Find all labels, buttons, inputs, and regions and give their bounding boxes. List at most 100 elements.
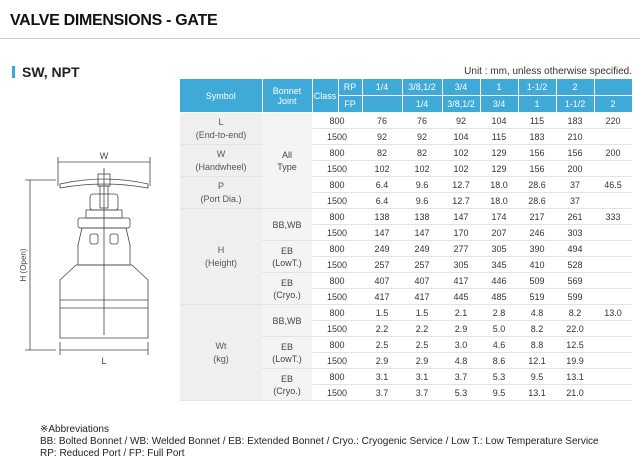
abbreviations-line-1: BB: Bolted Bonnet / WB: Welded Bonnet / … (40, 436, 599, 447)
abbreviations-line-2: RP: Reduced Port / FP: Full Port (40, 448, 185, 459)
value-cell: 76 (402, 112, 442, 129)
value-cell: 257 (402, 256, 442, 273)
symbol-label: P (217, 180, 224, 191)
bonnet-joint-cell: EB (LowT.) (262, 336, 312, 369)
value-cell: 305 (480, 240, 518, 257)
value-cell: 2.9 (362, 352, 402, 369)
value-cell: 138 (362, 208, 402, 225)
class-cell: 1500 (312, 192, 362, 209)
value-cell (594, 160, 632, 177)
symbol-cell: Wt (kg) (180, 304, 262, 401)
value-cell (594, 368, 632, 385)
value-cell: 147 (402, 224, 442, 241)
class-cell: 1500 (312, 384, 362, 401)
table-row: L (End-to-end) All Type 800 76 76 92 104 115 183 22… (180, 112, 632, 209)
value-cell: 92 (362, 128, 402, 145)
value-cell: 138 (402, 208, 442, 225)
value-cell: 102 (362, 160, 402, 177)
value-cell: 9.5 (480, 384, 518, 401)
fp-size-header: 3/4 (480, 95, 519, 113)
value-cell: 5.3 (480, 368, 518, 385)
bonnet-joint-label: BB,WB (272, 219, 302, 230)
w-dimension-label: W (100, 151, 109, 161)
gate-valve-drawing: W L H (Open) (19, 151, 151, 366)
class-cell: 800 (312, 272, 362, 289)
class-header: Class (312, 79, 339, 113)
symbol-cell: H (Height) (180, 208, 262, 305)
table-row: EB (Cryo.) 800 3.1 3.1 3.7 5.3 9.5 13.1 (180, 368, 632, 401)
value-cell: 156 (518, 160, 556, 177)
bonnet-joint-cell: EB (LowT.) (262, 240, 312, 273)
value-cell (594, 224, 632, 241)
value-cell: 261 (556, 208, 594, 225)
symbol-label: H (217, 244, 225, 255)
value-cell: 21.0 (556, 384, 594, 401)
value-cell: 156 (518, 144, 556, 161)
class-cell: 800 (312, 176, 362, 193)
class-cell: 1500 (312, 288, 362, 305)
rp-size-header: 2 (556, 79, 595, 96)
bonnet-joint-label: (Cryo.) (273, 385, 301, 396)
value-cell (594, 336, 632, 353)
value-cell: 12.7 (442, 192, 480, 209)
value-cell: 115 (480, 128, 518, 145)
rp-size-header: 3/4 (442, 79, 481, 96)
table-row: EB (Cryo.) 800 407 407 417 446 509 569 (180, 272, 632, 305)
value-cell: 18.0 (480, 176, 518, 193)
value-cell: 200 (594, 144, 632, 161)
symbol-sublabel: (End-to-end) (195, 129, 247, 140)
value-cell: 217 (518, 208, 556, 225)
value-cell: 5.3 (442, 384, 480, 401)
class-cell: 800 (312, 304, 362, 321)
value-cell: 174 (480, 208, 518, 225)
value-cell: 220 (594, 112, 632, 129)
bonnet-joint-cell: EB (Cryo.) (262, 368, 312, 401)
value-cell (594, 240, 632, 257)
class-cell: 800 (312, 208, 362, 225)
table-row: EB (LowT.) 800 249 249 277 305 390 494 (180, 240, 632, 273)
value-cell: 6.4 (362, 192, 402, 209)
section-accent-bar (12, 66, 15, 78)
fp-size-header: 1/4 (402, 95, 443, 113)
page-title: VALVE DIMENSIONS - GATE (10, 12, 218, 29)
bonnet-joint-label: EB (280, 277, 293, 288)
value-cell: 6.4 (362, 176, 402, 193)
value-cell: 494 (556, 240, 594, 257)
value-cell: 599 (556, 288, 594, 305)
class-cell: 800 (312, 112, 362, 129)
value-cell: 183 (518, 128, 556, 145)
bonnet-joint-label: Type (277, 161, 297, 172)
bonnet-joint-cell: EB (Cryo.) (262, 272, 312, 305)
value-cell: 147 (362, 224, 402, 241)
fp-size-header: 1 (518, 95, 557, 113)
value-cell: 9.6 (402, 176, 442, 193)
bonnet-joint-header: Bonnet Joint (262, 79, 313, 113)
value-cell: 485 (480, 288, 518, 305)
value-cell (594, 384, 632, 401)
value-cell: 82 (402, 144, 442, 161)
symbol-label: W (216, 148, 226, 159)
value-cell: 2.8 (480, 304, 518, 321)
value-cell (594, 272, 632, 289)
table-row: 1500 92 92 104 115 183 210 (180, 128, 632, 145)
value-cell: 445 (442, 288, 480, 305)
class-cell: 800 (312, 240, 362, 257)
rp-header: RP (338, 79, 363, 96)
class-cell: 1500 (312, 128, 362, 145)
value-cell: 519 (518, 288, 556, 305)
table-row: 1500 6.4 9.6 12.7 18.0 28.6 37 (180, 192, 632, 209)
value-cell: 28.6 (518, 176, 556, 193)
class-cell: 1500 (312, 256, 362, 273)
value-cell: 446 (480, 272, 518, 289)
rp-size-header: 1 (480, 79, 519, 96)
unit-note: Unit : mm, unless otherwise specified. (464, 66, 632, 77)
value-cell: 37 (556, 192, 594, 209)
value-cell: 2.5 (362, 336, 402, 353)
symbol-sublabel: (Handwheel) (195, 161, 247, 172)
value-cell: 102 (442, 144, 480, 161)
value-cell: 249 (402, 240, 442, 257)
symbol-label: L (218, 116, 224, 127)
value-cell: 12.7 (442, 176, 480, 193)
abbreviations-note: ※Abbreviations BB: Bolted Bonnet / WB: W… (40, 424, 599, 460)
class-cell: 1500 (312, 352, 362, 369)
